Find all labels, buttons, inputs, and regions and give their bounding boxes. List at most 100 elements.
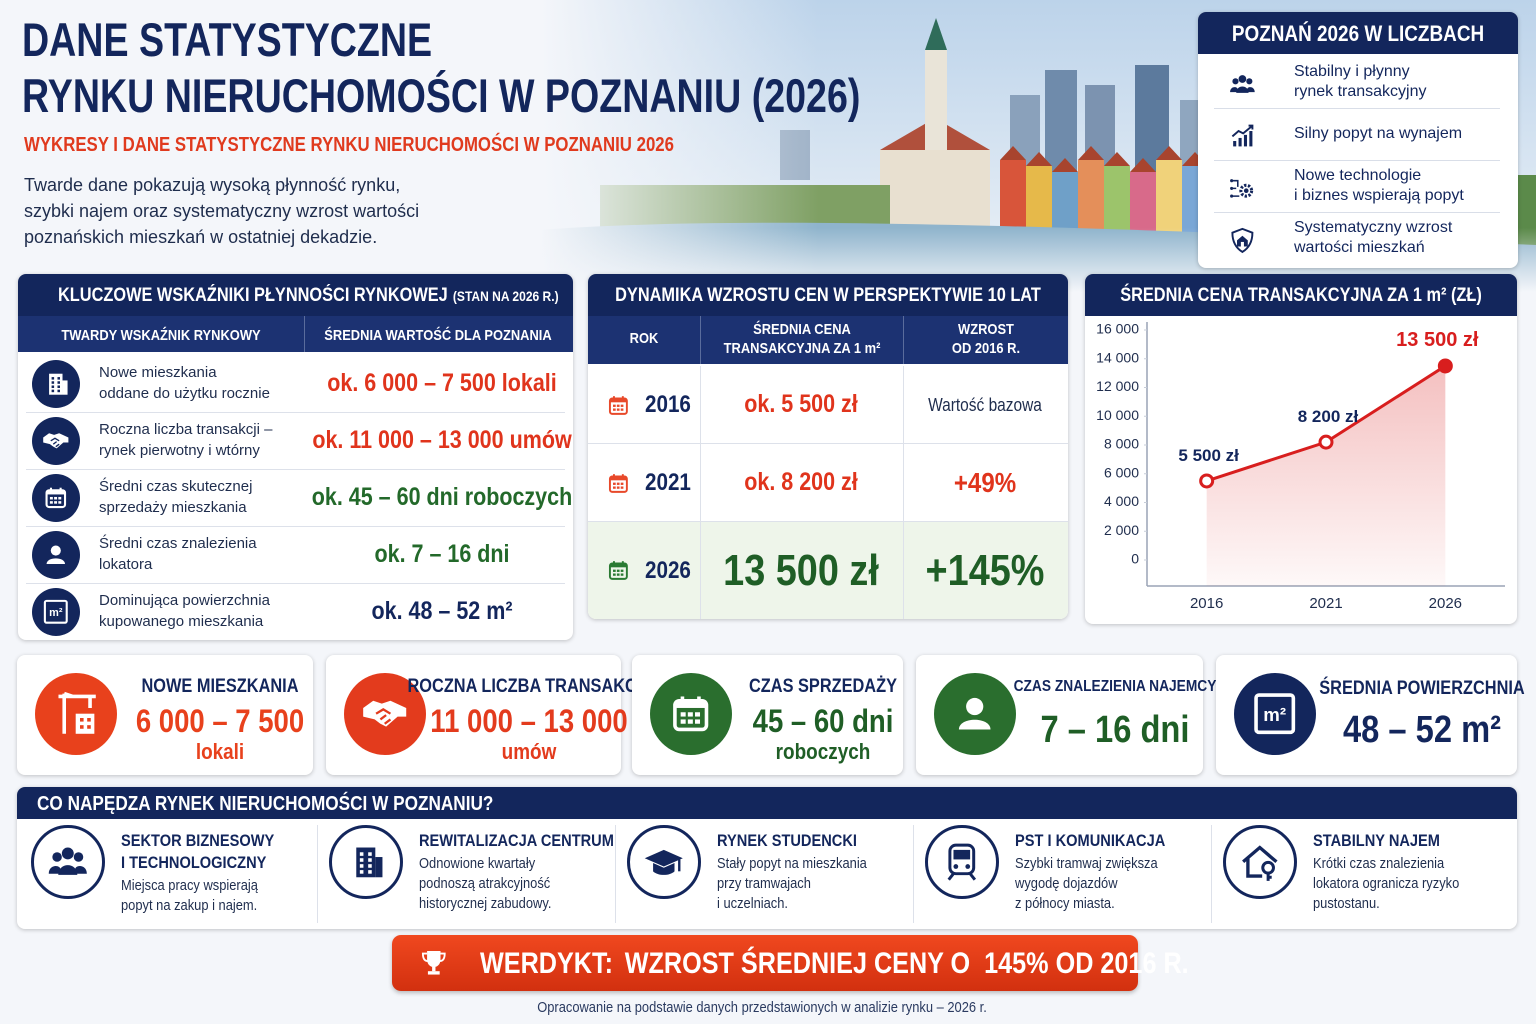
decoration bbox=[612, 404, 616, 407]
driver-text: lokatora ogranicza ryzyko bbox=[1313, 875, 1460, 892]
decoration bbox=[616, 486, 620, 489]
y-tick-label: 2 000 bbox=[1104, 522, 1139, 538]
decoration bbox=[673, 699, 709, 732]
decoration bbox=[653, 863, 675, 876]
stat-value: 48 – 52 m² bbox=[1342, 709, 1501, 751]
driver-title: PST I KOMUNIKACJA bbox=[1015, 831, 1166, 850]
column-header: TWARDY WSKAŹNIK RYNKOWY bbox=[61, 327, 261, 344]
price: ok. 8 200 zł bbox=[744, 468, 858, 496]
decoration bbox=[616, 404, 620, 407]
icon-glyph: m² bbox=[44, 600, 68, 624]
x-tick-label: 2021 bbox=[1309, 595, 1342, 612]
decoration bbox=[1240, 241, 1244, 247]
decoration bbox=[87, 725, 92, 730]
decoration bbox=[62, 380, 68, 395]
panel-title-wrap: KLUCZOWE WSKAŹNIKI PŁYNNOŚCI RYNKOWEJ (ST… bbox=[58, 286, 559, 306]
driver-text: z północy miasta. bbox=[1015, 895, 1115, 912]
decoration bbox=[621, 473, 624, 479]
decoration bbox=[948, 843, 976, 876]
decoration bbox=[46, 558, 66, 565]
price-panel: DYNAMIKA WZROSTU CEN W PERSPEKTYWIE 10 L… bbox=[588, 274, 1068, 619]
row-separator bbox=[26, 583, 565, 584]
stat-unit: umów bbox=[501, 739, 556, 764]
decoration bbox=[58, 865, 78, 876]
stat-title: CZAS SPRZEDAŻY bbox=[748, 676, 897, 697]
page-title: DANE STATYSTYCZNE bbox=[22, 13, 433, 66]
decoration bbox=[1248, 130, 1253, 147]
decoration bbox=[80, 725, 84, 730]
decoration bbox=[609, 563, 627, 568]
icon bbox=[31, 825, 105, 899]
icon: m² bbox=[1234, 673, 1316, 755]
icon bbox=[32, 474, 80, 522]
stat-card: ROCZNA LICZBA TRANSAKCJI 11 000 – 13 000 u… bbox=[326, 655, 650, 775]
indicator-label: rynek pierwotny i wtórny bbox=[99, 442, 260, 459]
indicator-value: ok. 45 – 60 dni roboczych bbox=[311, 483, 573, 511]
decoration bbox=[59, 487, 62, 493]
decoration bbox=[680, 712, 686, 717]
indicator-label: Średni czas znalezienia bbox=[99, 535, 257, 552]
decoration bbox=[57, 389, 61, 393]
column-header: WZROST bbox=[957, 321, 1014, 338]
summary-item: Systematyczny wzrost bbox=[1294, 219, 1453, 236]
decoration bbox=[57, 377, 61, 380]
decoration bbox=[697, 696, 702, 706]
icon bbox=[596, 549, 640, 593]
point bbox=[1199, 473, 1215, 489]
decoration bbox=[52, 852, 63, 862]
decoration bbox=[51, 381, 55, 384]
decoration bbox=[1242, 845, 1278, 878]
driver-text: przy tramwajach bbox=[717, 875, 811, 892]
point bbox=[1437, 358, 1453, 374]
decoration bbox=[965, 864, 971, 870]
decoration bbox=[616, 482, 620, 485]
decoration bbox=[620, 404, 623, 407]
decoration bbox=[368, 852, 372, 857]
panel-title: KLUCZOWE WSKAŹNIKI PŁYNNOŚCI RYNKOWEJ bbox=[58, 285, 448, 306]
decoration bbox=[50, 497, 54, 500]
decoration bbox=[612, 573, 616, 576]
column-divider bbox=[903, 316, 904, 364]
column-divider bbox=[903, 366, 904, 444]
panel-header: ŚREDNIA CENA TRANSAKCYJNA ZA 1 m² (ZŁ) bbox=[1085, 274, 1517, 316]
decoration bbox=[51, 377, 55, 380]
chart-panel: ŚREDNIA CENA TRANSAKCYJNA ZA 1 m² (ZŁ) 0 2… bbox=[1085, 274, 1517, 624]
decoration bbox=[1266, 873, 1272, 882]
row-separator bbox=[26, 526, 565, 527]
y-tick-label: 4 000 bbox=[1104, 493, 1139, 509]
icon bbox=[596, 461, 640, 505]
price: ok. 5 500 zł bbox=[744, 390, 858, 418]
indicator-label: Dominująca powierzchnia bbox=[99, 592, 270, 609]
decoration bbox=[688, 719, 694, 725]
icon-glyph bbox=[46, 545, 66, 565]
icon bbox=[596, 383, 640, 427]
row-separator bbox=[588, 443, 1068, 444]
growth: Wartość bazowa bbox=[928, 395, 1042, 415]
decoration bbox=[620, 569, 623, 573]
icon-glyph bbox=[49, 373, 68, 395]
stat-title: CZAS ZNALEZIENIA NAJEMCY bbox=[1013, 678, 1216, 695]
driver-title: SEKTOR BIZNESOWY bbox=[121, 831, 275, 850]
chart: 0 2 000 4 000 6 000 8 000 10 000 12 000 14 000 1… bbox=[1096, 321, 1505, 612]
year: 2026 bbox=[645, 556, 691, 584]
y-tick-label: 12 000 bbox=[1096, 378, 1139, 394]
column-header: TRANSAKCYJNA ZA 1 m² bbox=[723, 340, 880, 357]
point bbox=[1318, 434, 1334, 450]
decoration bbox=[368, 870, 372, 874]
driver-text: wygodę dojazdów bbox=[1015, 875, 1118, 892]
driver-text: Szybki tramwaj zwiększa bbox=[1015, 855, 1158, 872]
footer: Opracowanie na podstawie danych przedsta… bbox=[537, 999, 987, 1016]
decoration bbox=[1231, 227, 1253, 253]
driver-text: Krótki czas znalezienia bbox=[1313, 855, 1445, 872]
indicator-label: oddane do użytku rocznie bbox=[99, 385, 270, 402]
icon bbox=[925, 825, 999, 899]
column-header: ROK bbox=[629, 330, 659, 347]
stat-value: 6 000 – 7 500 bbox=[135, 703, 305, 739]
decoration bbox=[428, 971, 440, 975]
decoration bbox=[356, 847, 376, 878]
panel-header: CO NAPĘDZA RYNEK NIERUCHOMOŚCI W POZNANI… bbox=[17, 787, 1517, 819]
column-divider bbox=[615, 825, 616, 923]
decoration bbox=[49, 373, 63, 395]
indicator-label: kupowanego mieszkania bbox=[99, 613, 264, 630]
decoration bbox=[50, 437, 60, 448]
